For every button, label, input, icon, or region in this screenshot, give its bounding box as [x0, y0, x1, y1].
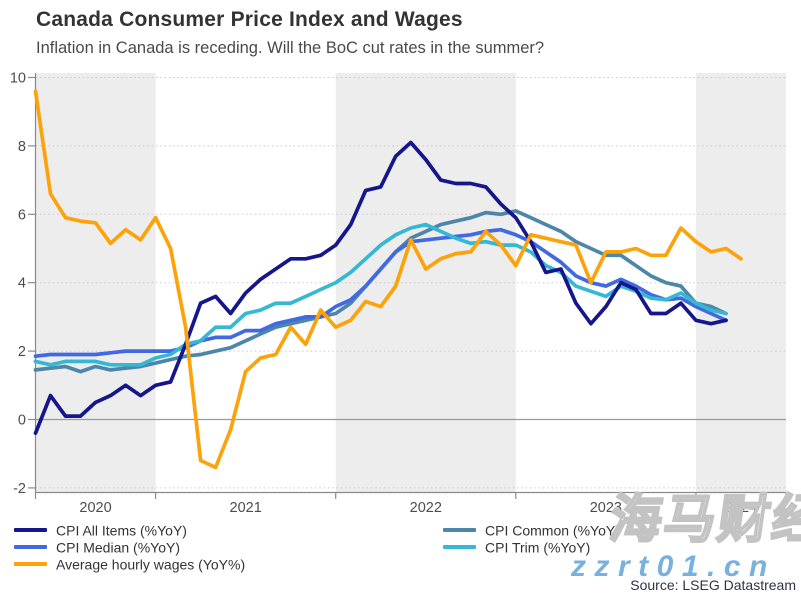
y-tick-label: 2: [18, 344, 26, 360]
legend-item: CPI Common (%YoY): [443, 522, 620, 539]
legend-item: CPI Median (%YoY): [14, 539, 245, 556]
y-tick-label: 0: [18, 413, 26, 429]
y-tick-label: -2: [13, 481, 26, 497]
x-tick-label: 2021: [230, 500, 262, 516]
series-line-cpi-median-yoy: [33, 227, 728, 359]
x-tick-label: 2020: [79, 500, 111, 516]
legend-item: CPI Trim (%YoY): [443, 539, 620, 556]
y-tick-label: 4: [18, 276, 26, 292]
series-line-average-hourly-wages-yoy: [33, 89, 743, 470]
legend-item: Average hourly wages (YoY%): [14, 556, 245, 573]
legend-label: CPI Trim (%YoY): [485, 539, 591, 556]
x-tick-label: 2022: [410, 500, 442, 516]
source-note: Source: LSEG Datastream: [630, 577, 796, 593]
series-line-cpi-all-items-yoy: [33, 140, 728, 436]
y-tick-label: 8: [18, 139, 26, 155]
legend-label: CPI All Items (%YoY): [56, 522, 187, 539]
legend-label: CPI Common (%YoY): [485, 522, 620, 539]
legend-label: Average hourly wages (YoY%): [56, 556, 246, 573]
y-tick-label: 10: [10, 71, 26, 87]
series-line-cpi-trim-yoy: [33, 222, 728, 367]
legend-item: CPI All Items (%YoY): [14, 522, 245, 539]
chart-subtitle: Inflation in Canada is receding. Will th…: [36, 39, 545, 57]
year-shade-band: [335, 73, 516, 493]
brand-watermark: 海马财经: [605, 490, 801, 550]
legend-column-left: CPI All Items (%YoY) CPI Median (%YoY) Ave…: [14, 522, 245, 573]
legend-swatch-icon: [14, 544, 47, 549]
legend-swatch-icon: [14, 527, 47, 532]
legend-swatch-icon: [443, 527, 476, 532]
legend-swatch-icon: [14, 561, 47, 566]
legend-swatch-icon: [443, 544, 476, 549]
x-tick-label: 2023: [590, 500, 622, 516]
legend-column-right: CPI Common (%YoY) CPI Trim (%YoY): [443, 522, 620, 556]
x-tick-label: 2024: [725, 500, 757, 516]
page-title: Canada Consumer Price Index and Wages: [36, 8, 463, 31]
y-tick-label: 6: [18, 207, 26, 223]
site-watermark: zzrt01.cn: [571, 550, 776, 583]
legend-label: CPI Median (%YoY): [56, 539, 180, 556]
